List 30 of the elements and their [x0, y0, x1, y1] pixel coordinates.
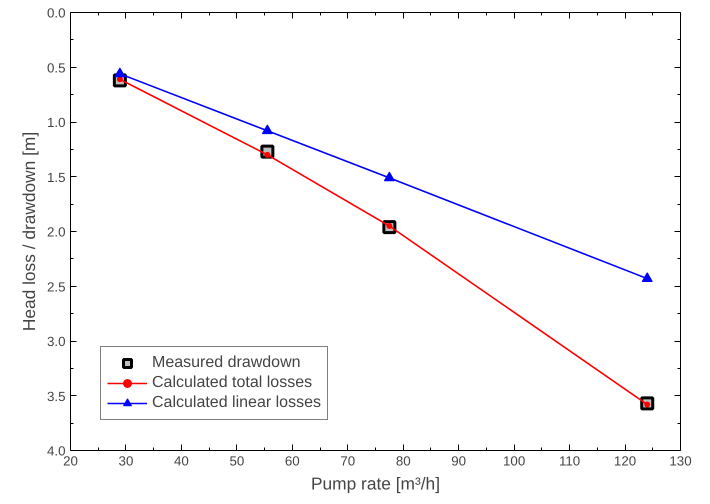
y-tick-label: 3.0	[46, 334, 66, 349]
y-tick-label: 4.0	[46, 444, 66, 458]
point	[114, 68, 126, 78]
x-tick-label: 90	[451, 454, 466, 468]
legend-label: Measured drawdown	[152, 354, 301, 372]
x-tick-label: 60	[284, 454, 300, 468]
x-axis-title: Pump rate [m³/h]	[310, 474, 440, 494]
legend-label: Calculated linear losses	[152, 394, 321, 412]
y-tick-label: 2.0	[46, 224, 66, 240]
x-tick-label: 50	[229, 454, 244, 468]
x-tick-label: 70	[340, 454, 356, 468]
x-tick-label: 40	[174, 454, 189, 468]
y-axis-title: Head loss / drawdown [m]	[18, 132, 39, 332]
x-tick-label: 100	[503, 454, 526, 468]
y-tick-label: 3.5	[46, 388, 66, 404]
x-tick-label: 20	[63, 454, 78, 468]
y-tick-label: 2.5	[46, 279, 66, 294]
legend-label: Calculated total losses	[152, 374, 312, 392]
x-tick-label: 80	[396, 454, 411, 468]
y-tick-label: 0.0	[46, 6, 66, 20]
x-tick-label: 120	[614, 454, 636, 468]
point	[384, 172, 395, 182]
x-tick-label: 130	[669, 454, 692, 468]
x-tick-label: 110	[558, 454, 580, 468]
y-tick-label: 1.0	[46, 115, 66, 130]
x-tick-label: 30	[118, 454, 134, 468]
y-tick-label: 1.5	[46, 170, 66, 185]
point	[642, 272, 653, 282]
y-tick-label: 0.5	[46, 60, 66, 76]
point	[262, 124, 273, 134]
